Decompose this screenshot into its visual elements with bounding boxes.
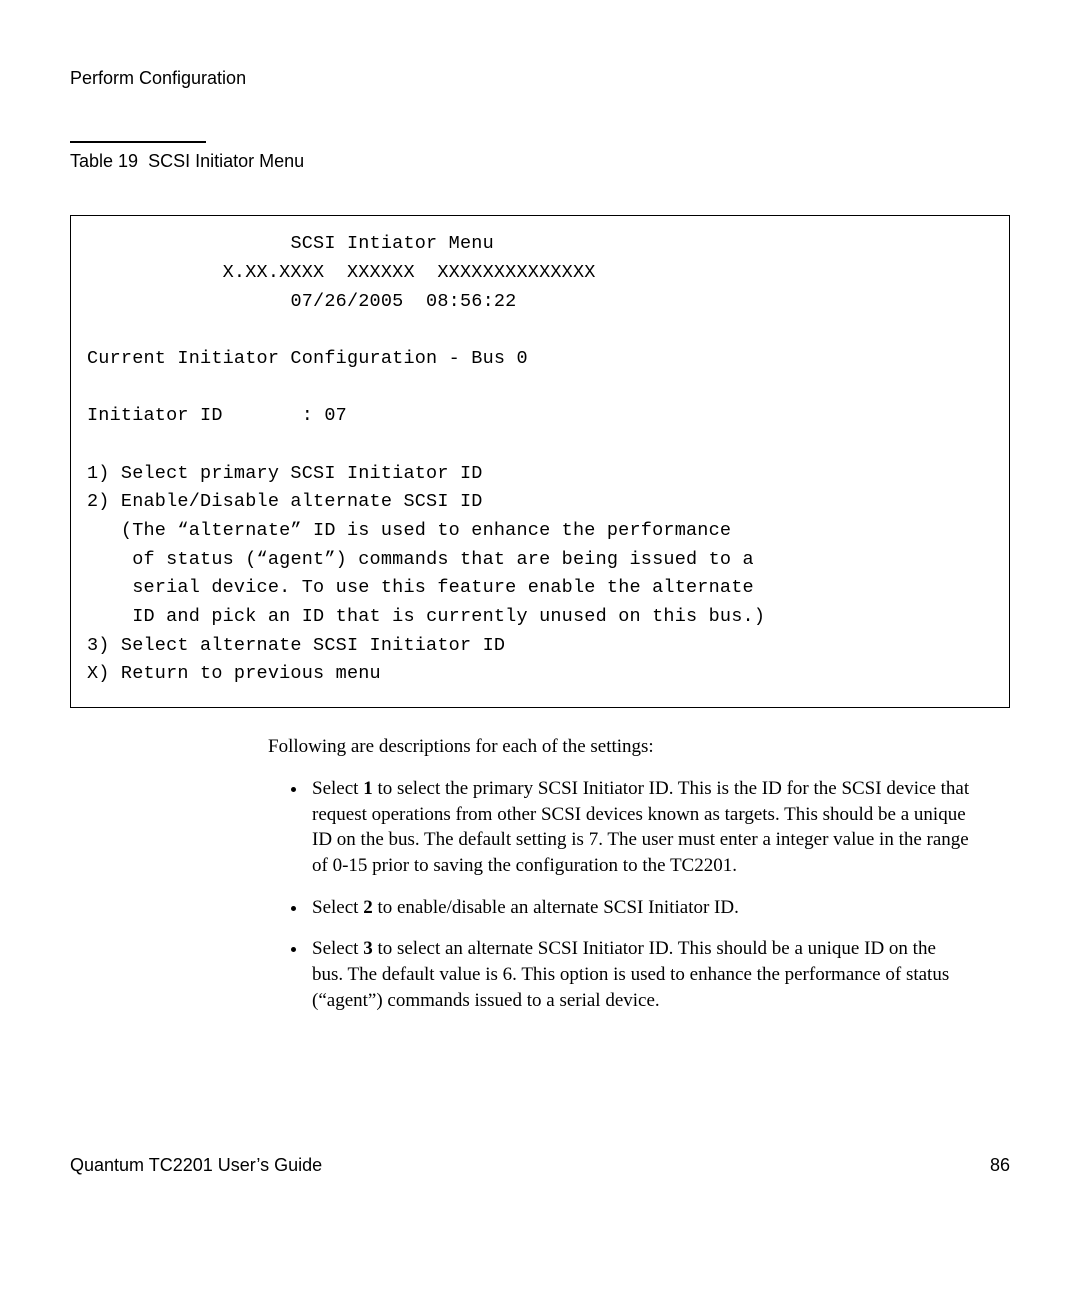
desc-item-2: Select 2 to enable/disable an alternate …	[308, 895, 970, 921]
desc-item-1: Select 1 to select the primary SCSI Init…	[308, 776, 970, 879]
caption-rule	[70, 141, 206, 143]
terminal-menu-1: 1) Select primary SCSI Initiator ID	[87, 463, 483, 484]
desc-intro: Following are descriptions for each of t…	[268, 736, 970, 758]
terminal-version: X.XX.XXXX XXXXXX XXXXXXXXXXXXXX	[87, 262, 596, 283]
terminal-screen: SCSI Intiator Menu X.XX.XXXX XXXXXX XXXX…	[70, 215, 1010, 708]
caption-title: SCSI Initiator Menu	[148, 151, 304, 171]
terminal-note-1: (The “alternate” ID is used to enhance t…	[87, 520, 731, 541]
terminal-note-4: ID and pick an ID that is currently unus…	[87, 606, 765, 627]
terminal-note-2: of status (“agent”) commands that are be…	[87, 549, 754, 570]
page: Perform Configuration Table 19 SCSI Init…	[0, 0, 1080, 1296]
table-caption: Table 19 SCSI Initiator Menu	[70, 149, 1010, 173]
section-header: Perform Configuration	[70, 68, 1010, 89]
descriptions: Following are descriptions for each of t…	[268, 736, 970, 1013]
terminal-menu-2: 2) Enable/Disable alternate SCSI ID	[87, 491, 483, 512]
terminal-config-header: Current Initiator Configuration - Bus 0	[87, 348, 528, 369]
terminal-menu-x: X) Return to previous menu	[87, 663, 381, 684]
desc-list: Select 1 to select the primary SCSI Init…	[268, 776, 970, 1013]
terminal-title: SCSI Intiator Menu	[87, 233, 494, 254]
page-footer: Quantum TC2201 User’s Guide 86	[70, 1155, 1010, 1176]
terminal-note-3: serial device. To use this feature enabl…	[87, 577, 754, 598]
desc-item-3: Select 3 to select an alternate SCSI Ini…	[308, 936, 970, 1013]
terminal-datetime: 07/26/2005 08:56:22	[87, 291, 516, 312]
footer-doc-title: Quantum TC2201 User’s Guide	[70, 1155, 322, 1176]
footer-page-number: 86	[990, 1155, 1010, 1176]
caption-label: Table 19	[70, 151, 138, 171]
terminal-menu-3: 3) Select alternate SCSI Initiator ID	[87, 635, 505, 656]
terminal-initiator: Initiator ID : 07	[87, 405, 347, 426]
